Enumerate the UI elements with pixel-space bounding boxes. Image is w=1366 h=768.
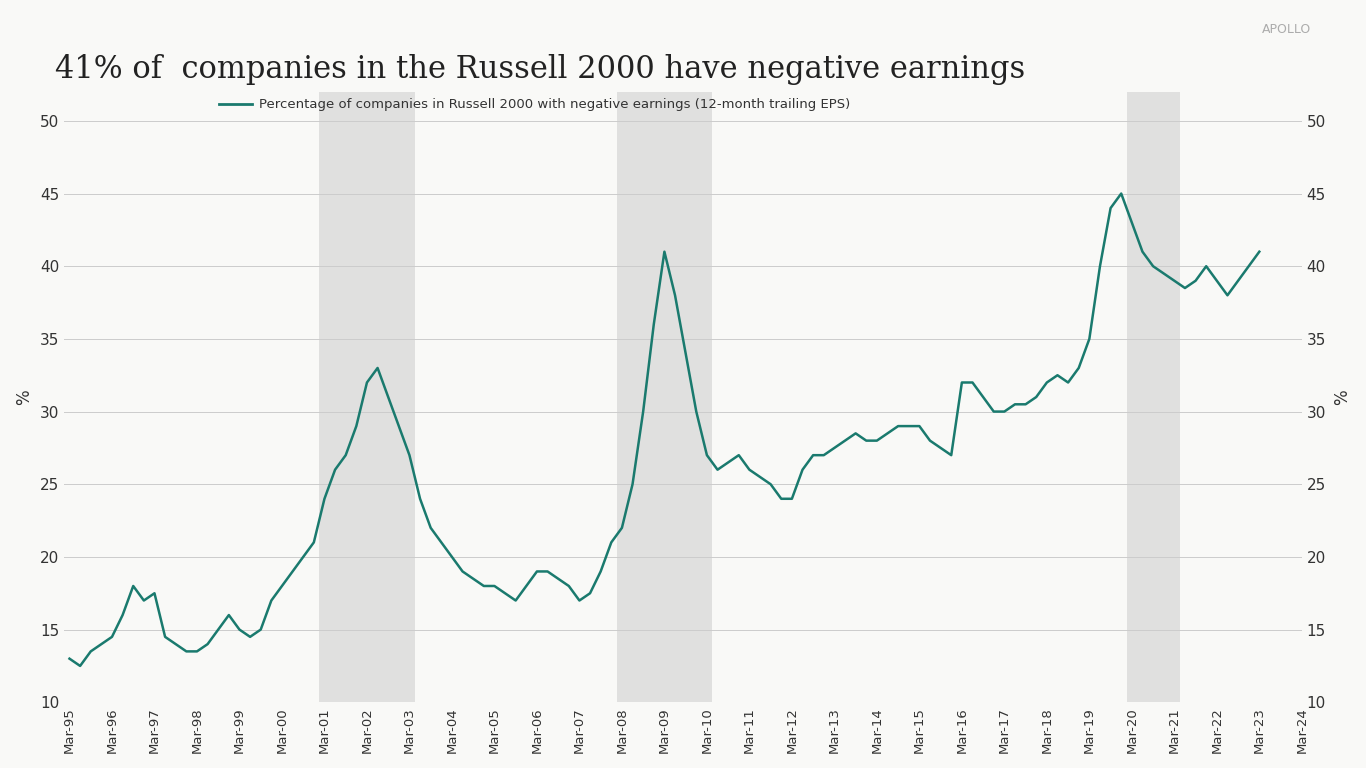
Bar (1127, 92, 1180, 702)
Legend: Percentage of companies in Russell 2000 with negative earnings (12-month trailin: Percentage of companies in Russell 2000 … (220, 98, 850, 111)
Y-axis label: %: % (1333, 389, 1351, 405)
Y-axis label: %: % (15, 389, 33, 405)
Bar (320, 92, 415, 702)
Text: APOLLO: APOLLO (1262, 23, 1311, 36)
Text: 41% of  companies in the Russell 2000 have negative earnings: 41% of companies in the Russell 2000 hav… (55, 54, 1024, 84)
Bar (616, 92, 712, 702)
